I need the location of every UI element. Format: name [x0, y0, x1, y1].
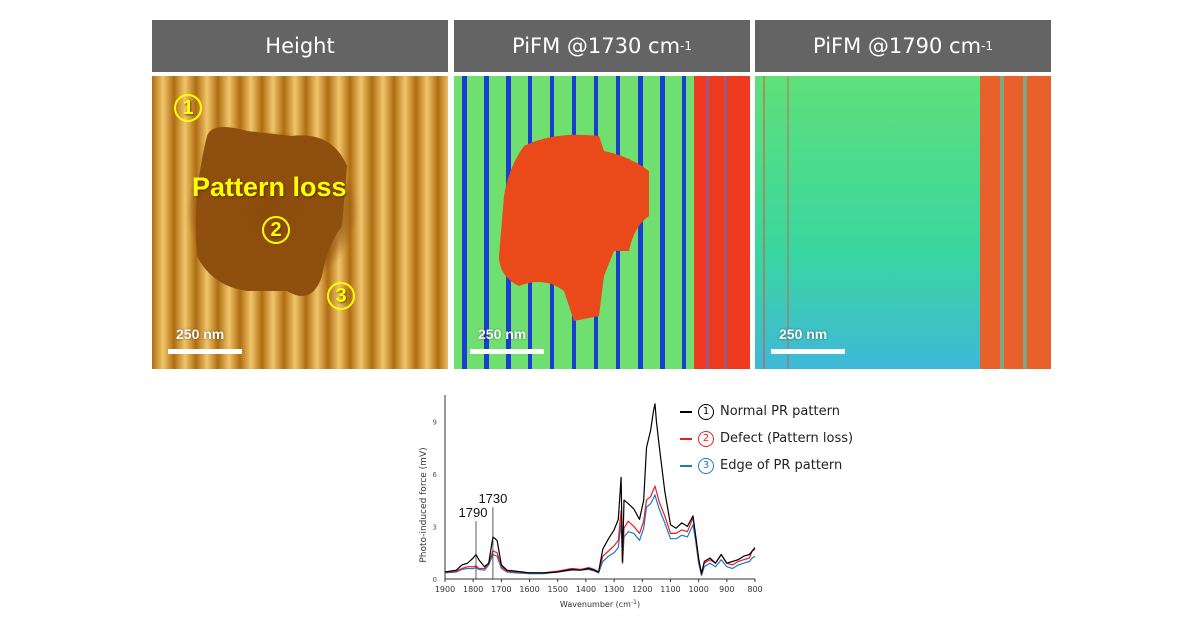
x-tick-label: 1600 [519, 585, 539, 594]
legend-line [680, 410, 692, 413]
scalebar [168, 349, 242, 354]
x-axis-label: Wavenumber (cm-1) [560, 599, 640, 610]
y-tick-label: 0 [433, 576, 437, 584]
annotation-label: 1730 [478, 491, 507, 506]
panel-title: Height [265, 34, 335, 58]
legend-marker: 1 [698, 403, 714, 420]
x-tick-label: 900 [719, 585, 734, 594]
panel-pifm-1790: PiFM @1790 cm -1 250 nm [755, 20, 1051, 369]
x-tick-label: 1900 [435, 585, 455, 594]
x-tick-label: 1700 [491, 585, 511, 594]
pifm-1790-map [755, 76, 1051, 369]
panel-pifm-1730: PiFM @1730 cm -1 250 nm [454, 20, 750, 369]
y-tick-label: 3 [433, 523, 437, 531]
legend-label: Edge of PR pattern [720, 458, 843, 473]
panel-title: PiFM @1730 cm [512, 34, 681, 58]
panel-height: Height 1 P [152, 20, 448, 369]
legend-item: 2 Defect (Pattern loss) [680, 425, 853, 452]
x-tick-label: 1800 [463, 585, 483, 594]
series-line-2 [444, 485, 756, 575]
legend-item: 3 Edge of PR pattern [680, 452, 853, 479]
y-axis-label: Photo-induced force (mV) [419, 447, 429, 562]
spectrum-chart: 1900 1800 1700 1600 1500 1400 1300 1200 1100 1000… [419, 395, 763, 610]
legend-marker: 3 [698, 457, 714, 474]
legend-marker: 2 [698, 430, 714, 447]
scalebar-label: 250 nm [779, 326, 828, 342]
pattern-loss-label: Pattern loss [192, 172, 347, 202]
scalebar [470, 349, 544, 354]
panel-header: PiFM @1790 cm -1 [755, 20, 1051, 72]
x-tick-label: 1400 [576, 585, 596, 594]
x-tick-label: 800 [747, 585, 762, 594]
legend-line [680, 437, 692, 440]
marker-2: 2 [262, 216, 290, 244]
series [444, 403, 756, 577]
panel-header: PiFM @1730 cm -1 [454, 20, 750, 72]
scalebar [771, 349, 845, 354]
pifm-1730-map [454, 76, 750, 369]
marker-1: 1 [174, 94, 202, 122]
height-map [152, 76, 448, 369]
axes [444, 395, 755, 580]
scalebar-label: 250 nm [176, 326, 225, 342]
x-tick-label: 1200 [632, 585, 652, 594]
x-tick-label: 1100 [660, 585, 680, 594]
legend-item: 1 Normal PR pattern [680, 398, 853, 425]
height-map-image: 1 Pattern loss 2 3 250 nm [152, 76, 448, 369]
legend-label: Defect (Pattern loss) [720, 431, 854, 446]
annotation-label: 1790 [459, 505, 488, 520]
pifm-1730-map-image: 250 nm [454, 76, 750, 369]
y-tick-label: 9 [433, 418, 437, 426]
y-tick-label: 6 [433, 471, 438, 479]
panel-title: PiFM @1790 cm [813, 34, 982, 58]
legend-line [680, 464, 692, 467]
marker-3: 3 [327, 282, 355, 310]
series-line-3 [444, 494, 756, 577]
legend-label: Normal PR pattern [720, 404, 840, 419]
scalebar-label: 250 nm [478, 326, 527, 342]
x-tick-label: 1300 [604, 585, 624, 594]
x-tick-label: 1500 [548, 585, 568, 594]
series-line-1 [444, 403, 756, 575]
ticks: 1900 1800 1700 1600 1500 1400 1300 1200 1100 1000… [433, 418, 763, 594]
panel-header: Height [152, 20, 448, 72]
pifm-1790-map-image: 250 nm [755, 76, 1051, 369]
x-tick-label: 1000 [688, 585, 708, 594]
chart-legend: 1 Normal PR pattern 2 Defect (Pattern lo… [680, 398, 853, 479]
